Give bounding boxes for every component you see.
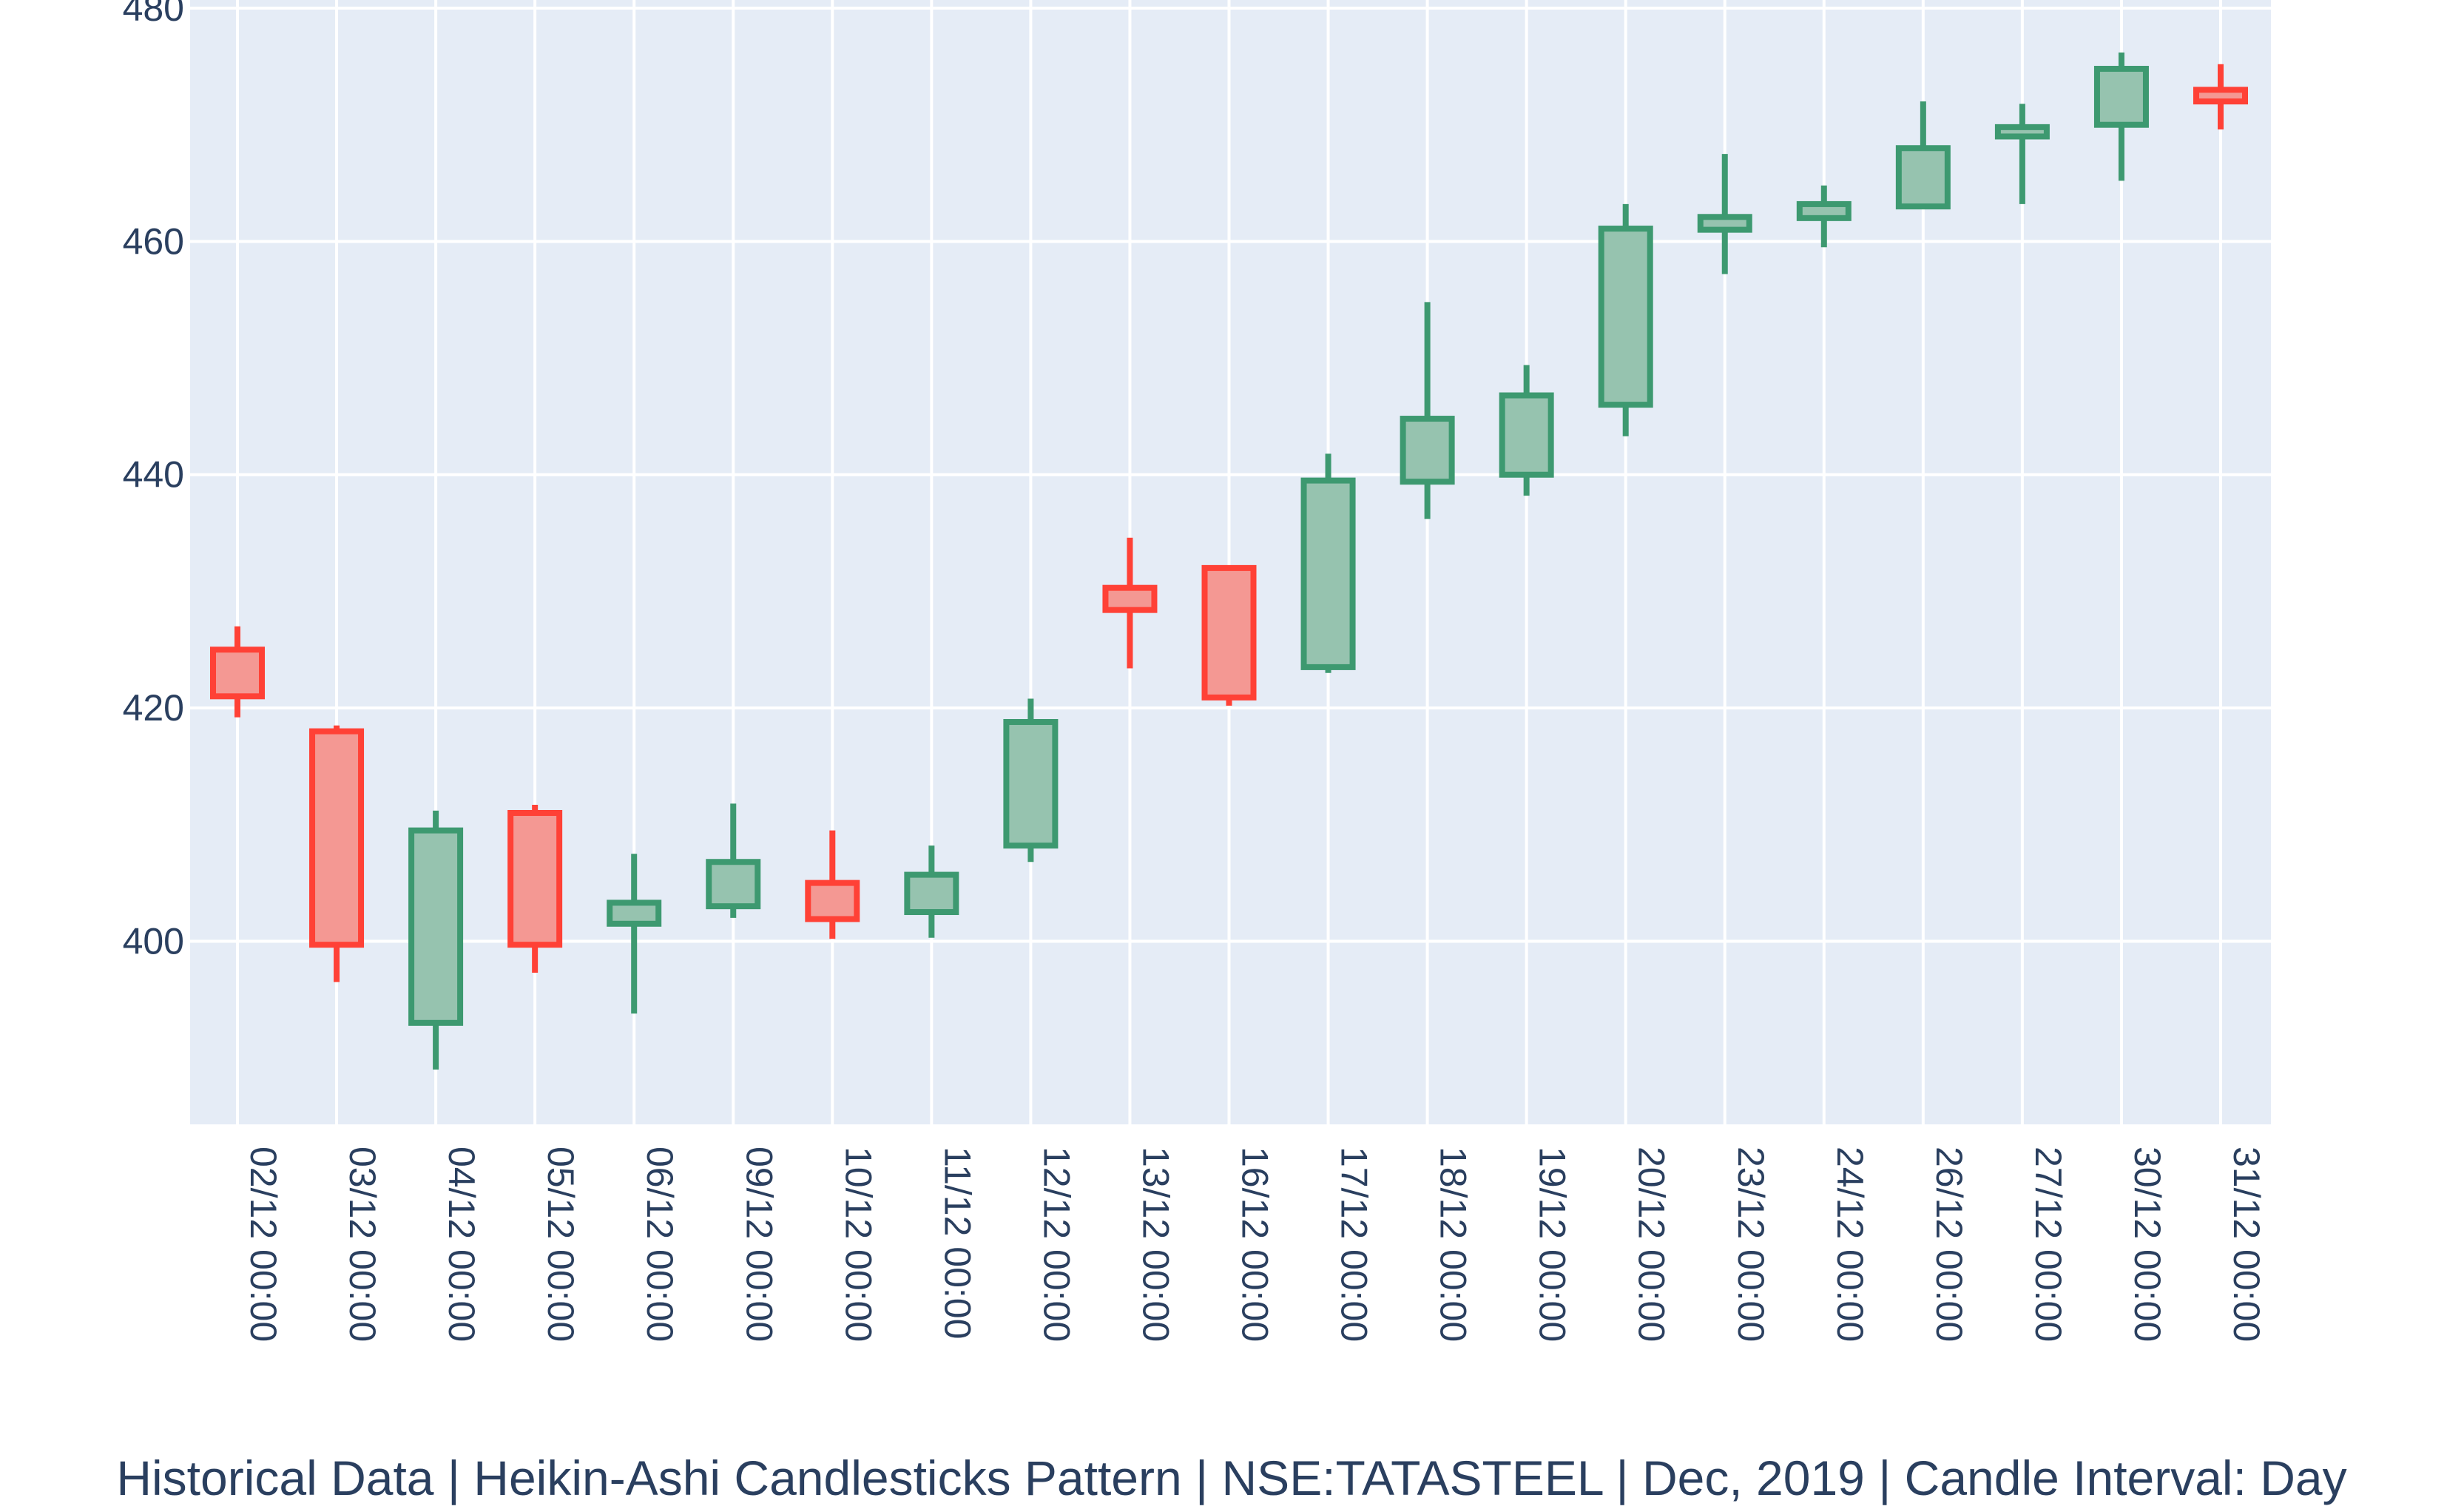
x-tick-label-6: 10/12 00:00 xyxy=(837,1147,879,1342)
x-tick-label-4: 06/12 00:00 xyxy=(639,1147,681,1342)
candle-17 xyxy=(1895,101,1951,210)
candle-body-8 xyxy=(1003,719,1059,849)
y-tick-label-460: 460 xyxy=(123,220,184,262)
x-tick-label-11: 17/12 00:00 xyxy=(1334,1147,1375,1342)
x-tick-label-12: 18/12 00:00 xyxy=(1433,1147,1474,1342)
candle-body-20 xyxy=(2193,87,2248,105)
candle-5 xyxy=(706,803,761,918)
y-tick-label-480: 480 xyxy=(123,0,184,29)
candle-16 xyxy=(1796,185,1852,248)
candles xyxy=(210,52,2248,1070)
candle-body-9 xyxy=(1102,584,1158,613)
x-tick-label-17: 26/12 00:00 xyxy=(1928,1147,1970,1342)
candle-body-15 xyxy=(1697,214,1752,233)
candle-body-19 xyxy=(2093,66,2149,128)
candle-body-1 xyxy=(309,728,365,948)
candle-3 xyxy=(507,804,563,973)
x-tick-label-3: 05/12 00:00 xyxy=(540,1147,581,1342)
x-tick-label-20: 31/12 00:00 xyxy=(2226,1147,2267,1342)
candle-6 xyxy=(805,830,860,939)
x-tick-label-5: 09/12 00:00 xyxy=(738,1147,780,1342)
candle-body-18 xyxy=(1994,124,2050,140)
chart-caption: Historical Data | Heikin-Ashi Candlestic… xyxy=(116,1451,2346,1505)
candle-body-0 xyxy=(210,647,265,700)
candle-body-16 xyxy=(1796,200,1852,221)
candle-0 xyxy=(210,626,265,718)
x-tick-label-0: 02/12 00:00 xyxy=(243,1147,284,1342)
x-tick-label-8: 12/12 00:00 xyxy=(1036,1147,1077,1342)
candle-body-7 xyxy=(904,871,959,916)
candle-14 xyxy=(1598,203,1653,436)
candle-19 xyxy=(2093,52,2149,181)
candle-body-6 xyxy=(805,880,860,922)
x-tick-label-16: 24/12 00:00 xyxy=(1829,1147,1871,1342)
x-tick-label-15: 23/12 00:00 xyxy=(1730,1147,1772,1342)
candle-body-2 xyxy=(408,827,464,1026)
candle-2 xyxy=(408,810,464,1070)
candle-10 xyxy=(1201,564,1257,706)
x-tick-label-10: 16/12 00:00 xyxy=(1235,1147,1276,1342)
candle-1 xyxy=(309,725,365,982)
candle-4 xyxy=(607,854,662,1014)
y-tick-label-420: 420 xyxy=(123,687,184,729)
candle-15 xyxy=(1697,154,1752,274)
x-tick-label-2: 04/12 00:00 xyxy=(441,1147,482,1342)
candle-body-13 xyxy=(1499,392,1554,478)
y-axis-tick-labels: 400 420 440 460 480 xyxy=(123,0,184,962)
candle-9 xyxy=(1102,537,1158,669)
x-axis-tick-labels: 02/12 00:00 03/12 00:00 04/12 00:00 05/12 0… xyxy=(243,1147,2267,1342)
y-tick-label-400: 400 xyxy=(123,920,184,962)
candle-12 xyxy=(1400,302,1455,519)
x-tick-label-9: 13/12 00:00 xyxy=(1135,1147,1176,1342)
candle-body-5 xyxy=(706,859,761,910)
x-tick-label-14: 20/12 00:00 xyxy=(1631,1147,1673,1342)
candle-13 xyxy=(1499,365,1554,496)
candle-body-4 xyxy=(607,899,662,927)
candle-body-17 xyxy=(1895,145,1951,210)
x-tick-label-7: 11/12 00:00 xyxy=(936,1147,978,1339)
candle-7 xyxy=(904,845,959,938)
candle-body-11 xyxy=(1300,477,1356,670)
candle-8 xyxy=(1003,698,1059,862)
x-tick-label-18: 27/12 00:00 xyxy=(2028,1147,2069,1342)
candle-body-12 xyxy=(1400,416,1455,485)
candle-body-10 xyxy=(1201,564,1257,701)
candle-18 xyxy=(1994,104,2050,204)
x-tick-label-19: 30/12 00:00 xyxy=(2127,1147,2168,1342)
x-tick-label-1: 03/12 00:00 xyxy=(342,1147,383,1342)
x-tick-label-13: 19/12 00:00 xyxy=(1532,1147,1573,1342)
candle-20 xyxy=(2193,64,2248,130)
candle-11 xyxy=(1300,453,1356,673)
candle-body-14 xyxy=(1598,226,1653,408)
y-tick-label-440: 440 xyxy=(123,454,184,496)
candle-body-3 xyxy=(507,810,563,948)
